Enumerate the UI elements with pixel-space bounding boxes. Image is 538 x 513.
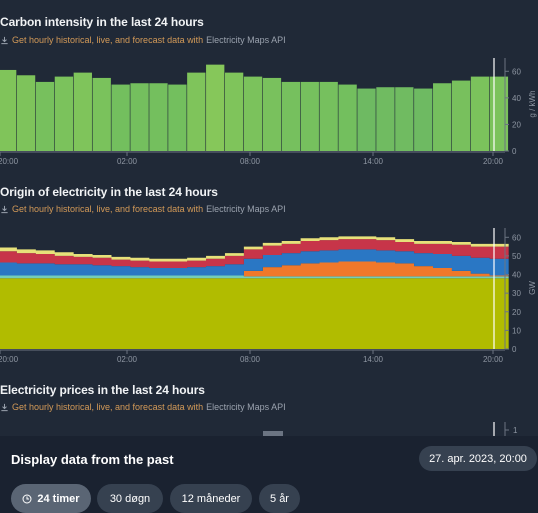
y-tick-label: 50 bbox=[512, 252, 521, 261]
origin-api-link[interactable]: Get hourly historical, live, and forecas… bbox=[0, 204, 286, 214]
carbon-bar bbox=[243, 76, 263, 151]
carbon-bar bbox=[16, 75, 36, 151]
carbon-bar bbox=[168, 84, 187, 151]
carbon-bar bbox=[395, 87, 414, 151]
origin-chart[interactable]: 0 10 20 30 40 50 60 GW 20:00 02:00 08:00 14:00 20:00 bbox=[0, 0, 538, 370]
y-tick-label: 10 bbox=[512, 326, 521, 335]
range-12m-label: 12 måneder bbox=[181, 492, 241, 505]
carbon-bar bbox=[187, 72, 206, 151]
x-tick-label: 14:00 bbox=[363, 157, 384, 166]
date-selector[interactable]: 27. apr. 2023, 20:00 bbox=[419, 446, 537, 471]
carbon-bar bbox=[338, 84, 357, 151]
carbon-bar bbox=[433, 83, 452, 151]
carbon-bar bbox=[224, 72, 244, 151]
carbon-bar bbox=[149, 83, 168, 151]
carbon-intensity-section: Carbon intensity in the last 24 hours Ge… bbox=[0, 0, 538, 175]
x-tick-label: 20:00 bbox=[483, 157, 504, 166]
range-24h-label: 24 timer bbox=[37, 492, 80, 505]
y-tick-label: 40 bbox=[512, 271, 521, 280]
y-axis-label: g / kWh bbox=[528, 90, 537, 117]
y-tick-label: 40 bbox=[512, 94, 521, 103]
origin-link-text: Get hourly historical, live, and forecas… bbox=[12, 204, 204, 214]
origin-area-nuclear bbox=[0, 278, 509, 349]
prices-chart[interactable]: 1 bbox=[0, 0, 538, 436]
x-tick-label: 20:00 bbox=[0, 355, 19, 364]
x-tick-label: 02:00 bbox=[117, 157, 138, 166]
carbon-link-text: Get hourly historical, live, and forecas… bbox=[12, 35, 204, 45]
range-24h-button[interactable]: 24 timer bbox=[11, 484, 91, 513]
carbon-bar bbox=[92, 77, 111, 151]
carbon-bar bbox=[35, 81, 55, 151]
y-tick-label: 0 bbox=[512, 345, 517, 354]
x-tick-label: 20:00 bbox=[0, 157, 19, 166]
clock-icon bbox=[22, 494, 32, 503]
price-bar bbox=[263, 431, 283, 436]
x-tick-label: 08:00 bbox=[240, 157, 261, 166]
prices-link-api: Electricity Maps API bbox=[206, 402, 286, 412]
range-30d-label: 30 døgn bbox=[109, 492, 151, 505]
carbon-bar bbox=[470, 76, 490, 151]
range-5y-button[interactable]: 5 år bbox=[259, 484, 300, 513]
past-data-title: Display data from the past bbox=[11, 452, 174, 467]
prices-api-link[interactable]: Get hourly historical, live, and forecas… bbox=[0, 402, 286, 412]
carbon-bar bbox=[414, 88, 433, 151]
prices-link-text: Get hourly historical, live, and forecas… bbox=[12, 402, 204, 412]
origin-section: Origin of electricity in the last 24 hou… bbox=[0, 0, 538, 370]
carbon-bar bbox=[451, 80, 471, 151]
origin-area-hydro bbox=[0, 249, 509, 276]
range-5y-label: 5 år bbox=[270, 492, 289, 505]
prices-title: Electricity prices in the last 24 hours bbox=[0, 383, 205, 397]
origin-title: Origin of electricity in the last 24 hou… bbox=[0, 185, 218, 199]
download-icon bbox=[1, 36, 8, 44]
origin-link-api: Electricity Maps API bbox=[206, 204, 286, 214]
carbon-bar bbox=[206, 64, 225, 151]
range-12m-button[interactable]: 12 måneder bbox=[170, 484, 252, 513]
x-tick-label: 02:00 bbox=[117, 355, 138, 364]
x-tick-label: 14:00 bbox=[363, 355, 384, 364]
origin-area-wind bbox=[0, 275, 509, 279]
carbon-bar bbox=[0, 69, 17, 151]
time-range-panel: Display data from the past 27. apr. 2023… bbox=[0, 436, 538, 513]
carbon-bar bbox=[73, 72, 92, 151]
carbon-bar bbox=[281, 81, 301, 151]
y-tick-label: 30 bbox=[512, 289, 521, 298]
carbon-bar bbox=[111, 84, 130, 151]
carbon-bar bbox=[357, 88, 376, 151]
carbon-api-link[interactable]: Get hourly historical, live, and forecas… bbox=[0, 35, 286, 45]
carbon-link-api: Electricity Maps API bbox=[206, 35, 286, 45]
y-tick-label: 60 bbox=[512, 233, 521, 242]
y-tick-label: 60 bbox=[512, 67, 521, 76]
origin-area-unknown bbox=[0, 236, 509, 262]
y-tick-label: 20 bbox=[512, 120, 521, 129]
carbon-intensity-chart[interactable]: 0 20 40 60 g / kWh 20:00 02:00 08:00 14:00 20:00 bbox=[0, 0, 538, 175]
x-tick-label: 20:00 bbox=[483, 355, 504, 364]
range-30d-button[interactable]: 30 døgn bbox=[97, 484, 163, 513]
y-axis-label: GW bbox=[528, 281, 537, 295]
y-tick-label: 0 bbox=[512, 147, 517, 156]
carbon-bar bbox=[262, 77, 282, 151]
carbon-intensity-title: Carbon intensity in the last 24 hours bbox=[0, 15, 204, 29]
carbon-bar bbox=[54, 76, 74, 151]
origin-area-gas bbox=[0, 239, 509, 269]
origin-area-solar bbox=[0, 261, 509, 277]
carbon-bar bbox=[300, 81, 319, 151]
download-icon bbox=[1, 403, 8, 411]
carbon-bar bbox=[376, 87, 395, 151]
carbon-bar bbox=[319, 81, 338, 151]
y-tick-label: 1 bbox=[513, 426, 518, 435]
prices-section: Electricity prices in the last 24 hours … bbox=[0, 0, 538, 436]
carbon-bar bbox=[130, 83, 149, 151]
y-tick-label: 20 bbox=[512, 308, 521, 317]
x-tick-label: 08:00 bbox=[240, 355, 261, 364]
download-icon bbox=[1, 205, 8, 213]
